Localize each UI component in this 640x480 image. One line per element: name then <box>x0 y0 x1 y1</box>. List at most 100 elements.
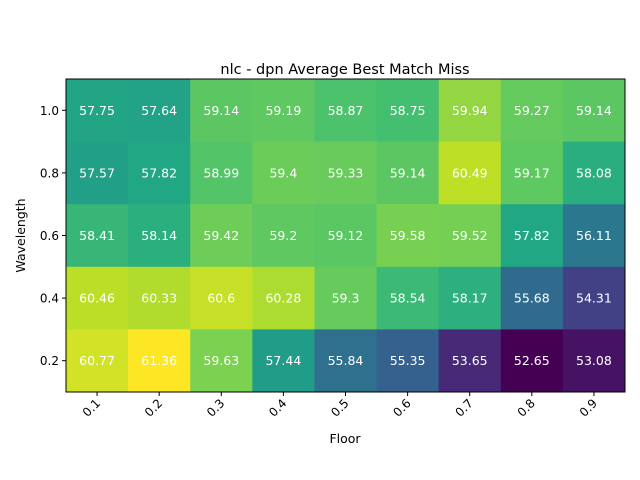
cell-value-label: 55.35 <box>390 353 426 368</box>
cell-value-label: 60.49 <box>452 165 488 180</box>
cell-value-label: 59.19 <box>265 103 301 118</box>
heatmap-cell <box>500 329 564 393</box>
heatmap-cell <box>128 141 191 205</box>
y-axis-label: Wavelength <box>13 198 28 272</box>
cell-value-label: 59.14 <box>203 103 239 118</box>
heatmap-cell <box>314 329 378 393</box>
heatmap-cell <box>500 266 564 330</box>
cell-value-label: 58.14 <box>141 228 177 243</box>
heatmap-cell <box>66 266 129 330</box>
chart-title: nlc - dpn Average Best Match Miss <box>220 62 469 78</box>
heatmap-cell <box>376 204 440 268</box>
cell-value-label: 58.54 <box>390 291 426 306</box>
cell-value-label: 58.41 <box>79 228 115 243</box>
heatmap-cell <box>376 266 440 330</box>
cell-value-label: 52.65 <box>514 353 550 368</box>
cell-value-label: 59.3 <box>332 291 360 306</box>
cell-value-label: 59.33 <box>328 165 364 180</box>
x-tick-label: 0.5 <box>328 396 351 419</box>
x-axis-ticks: 0.1 0.2 0.3 0.4 0.5 0.6 0.7 0.8 0.9 <box>80 392 600 420</box>
heatmap-cell <box>500 141 564 205</box>
y-tick-label: 0.8 <box>40 166 59 180</box>
cell-value-label: 61.36 <box>141 353 177 368</box>
cell-value-label: 60.28 <box>265 291 301 306</box>
heatmap-cell <box>66 79 129 143</box>
heatmap-cell <box>314 266 378 330</box>
x-axis-label: Floor <box>329 431 361 446</box>
heatmap-cell <box>438 266 502 330</box>
x-tick-label: 0.9 <box>577 396 600 419</box>
cell-value-label: 57.82 <box>141 165 177 180</box>
cell-value-label: 57.64 <box>141 103 177 118</box>
heatmap-cell <box>252 79 315 143</box>
cell-value-label: 59.42 <box>203 228 239 243</box>
cell-value-label: 55.84 <box>328 353 364 368</box>
heatmap-cell <box>190 204 253 268</box>
heatmap-cell <box>438 329 502 393</box>
cell-value-label: 53.08 <box>576 353 612 368</box>
heatmap-cell <box>562 329 626 393</box>
y-tick-label: 1.0 <box>40 104 59 118</box>
heatmap-cell <box>252 329 315 393</box>
heatmap-cell <box>438 79 502 143</box>
cell-value-label: 59.27 <box>514 103 550 118</box>
cell-value-label: 60.33 <box>141 291 177 306</box>
heatmap-cell <box>66 329 129 393</box>
heatmap-cell <box>190 141 253 205</box>
cell-value-label: 53.65 <box>452 353 488 368</box>
cell-value-label: 57.57 <box>79 165 115 180</box>
cell-value-label: 57.44 <box>265 353 301 368</box>
y-tick-label: 0.4 <box>40 292 59 306</box>
heatmap-cell <box>376 141 440 205</box>
cell-value-label: 56.11 <box>576 228 612 243</box>
y-tick-label: 0.6 <box>40 229 59 243</box>
heatmap-cell <box>314 79 378 143</box>
cell-value-label: 60.6 <box>207 291 235 306</box>
heatmap-cell <box>66 204 129 268</box>
cell-value-label: 59.4 <box>269 165 297 180</box>
heatmap-cell <box>376 79 440 143</box>
cell-value-label: 59.14 <box>576 103 612 118</box>
cell-value-label: 59.2 <box>269 228 297 243</box>
x-tick-label: 0.7 <box>452 396 475 419</box>
heatmap-cell <box>252 204 315 268</box>
cell-value-label: 59.63 <box>203 353 239 368</box>
heatmap-cell <box>128 266 191 330</box>
heatmap-cell <box>376 329 440 393</box>
cell-value-label: 58.75 <box>390 103 426 118</box>
cell-value-label: 60.46 <box>79 291 115 306</box>
cell-value-label: 59.52 <box>452 228 488 243</box>
cell-value-label: 59.14 <box>390 165 426 180</box>
x-tick-label: 0.1 <box>80 396 103 419</box>
heatmap-cell <box>438 141 502 205</box>
heatmap-cell <box>128 204 191 268</box>
cell-value-label: 58.17 <box>452 291 488 306</box>
heatmap-cell <box>252 266 315 330</box>
heatmap-cell <box>190 329 253 393</box>
heatmap-cell <box>314 204 378 268</box>
cell-value-label: 58.08 <box>576 165 612 180</box>
heatmap-cell <box>500 79 564 143</box>
heatmap-cells: 57.75 57.64 59.14 59.19 58.87 58.75 59.94 59.27… <box>66 79 626 393</box>
heatmap-cell <box>562 204 626 268</box>
heatmap-cell <box>314 141 378 205</box>
x-tick-label: 0.8 <box>515 396 538 419</box>
heatmap-cell <box>128 79 191 143</box>
cell-value-label: 58.99 <box>203 165 239 180</box>
heatmap-cell <box>252 141 315 205</box>
heatmap-cell <box>190 266 253 330</box>
y-tick-label: 0.2 <box>40 354 59 368</box>
cell-value-label: 54.31 <box>576 291 612 306</box>
x-tick-label: 0.4 <box>266 396 289 419</box>
x-tick-label: 0.3 <box>204 396 227 419</box>
cell-value-label: 59.17 <box>514 165 550 180</box>
heatmap-cell <box>128 329 191 393</box>
cell-value-label: 57.82 <box>514 228 550 243</box>
heatmap-cell <box>500 204 564 268</box>
heatmap-cell <box>438 204 502 268</box>
cell-value-label: 55.68 <box>514 291 550 306</box>
y-axis-ticks: 1.0 0.8 0.6 0.4 0.2 <box>40 104 66 368</box>
heatmap-cell <box>562 266 626 330</box>
heatmap-cell <box>66 141 129 205</box>
